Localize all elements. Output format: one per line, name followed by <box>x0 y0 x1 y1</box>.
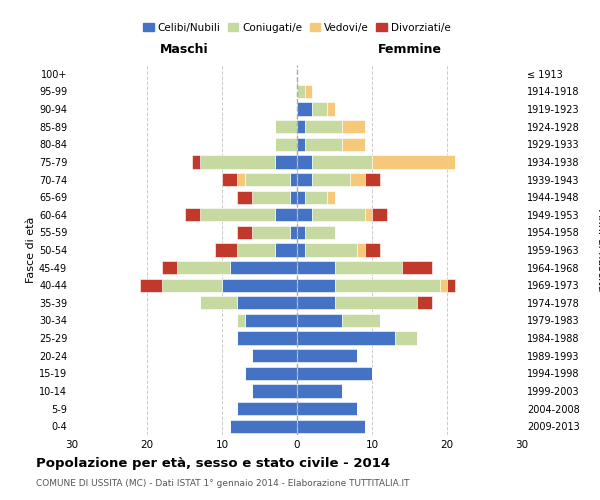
Bar <box>357 244 365 256</box>
Bar <box>139 278 162 292</box>
Bar <box>297 261 335 274</box>
Bar <box>342 138 365 151</box>
Bar <box>222 278 297 292</box>
Bar <box>297 208 312 222</box>
Bar <box>372 156 455 168</box>
Bar <box>237 226 252 239</box>
Bar <box>237 296 297 310</box>
Bar <box>297 349 357 362</box>
Bar <box>237 244 275 256</box>
Bar <box>365 173 380 186</box>
Bar <box>252 384 297 398</box>
Bar <box>417 296 432 310</box>
Bar <box>252 226 290 239</box>
Text: Maschi: Maschi <box>160 43 209 56</box>
Bar <box>245 366 297 380</box>
Bar <box>335 296 417 310</box>
Bar <box>199 208 275 222</box>
Bar <box>275 138 297 151</box>
Bar <box>327 102 335 116</box>
Bar <box>297 278 335 292</box>
Bar <box>312 156 372 168</box>
Bar <box>335 278 439 292</box>
Bar <box>297 120 305 134</box>
Bar <box>297 138 305 151</box>
Bar <box>290 226 297 239</box>
Bar <box>297 420 365 433</box>
Bar <box>297 226 305 239</box>
Bar <box>229 261 297 274</box>
Bar <box>162 261 177 274</box>
Bar <box>215 244 237 256</box>
Bar <box>297 156 312 168</box>
Bar <box>439 278 447 292</box>
Bar <box>185 208 199 222</box>
Bar <box>305 190 327 204</box>
Text: COMUNE DI USSITA (MC) - Dati ISTAT 1° gennaio 2014 - Elaborazione TUTTITALIA.IT: COMUNE DI USSITA (MC) - Dati ISTAT 1° ge… <box>36 479 409 488</box>
Bar <box>297 244 305 256</box>
Bar <box>237 402 297 415</box>
Bar <box>312 173 349 186</box>
Bar <box>297 296 335 310</box>
Bar <box>297 173 312 186</box>
Bar <box>305 120 342 134</box>
Bar <box>372 208 387 222</box>
Bar <box>297 314 342 327</box>
Bar <box>229 420 297 433</box>
Bar <box>252 349 297 362</box>
Bar <box>245 314 297 327</box>
Bar <box>275 120 297 134</box>
Bar <box>297 85 305 98</box>
Bar <box>297 402 357 415</box>
Bar <box>275 208 297 222</box>
Bar <box>275 156 297 168</box>
Bar <box>297 332 395 344</box>
Bar <box>335 261 402 274</box>
Bar <box>252 190 290 204</box>
Bar <box>199 156 275 168</box>
Bar <box>297 190 305 204</box>
Bar <box>297 384 342 398</box>
Bar <box>447 278 455 292</box>
Bar <box>275 244 297 256</box>
Text: Femmine: Femmine <box>377 43 442 56</box>
Bar <box>312 102 327 116</box>
Bar <box>237 332 297 344</box>
Bar <box>342 120 365 134</box>
Bar <box>365 244 380 256</box>
Bar <box>192 156 199 168</box>
Bar <box>327 190 335 204</box>
Bar <box>237 314 245 327</box>
Bar <box>237 173 245 186</box>
Bar <box>290 190 297 204</box>
Bar <box>349 173 365 186</box>
Bar <box>305 138 342 151</box>
Bar <box>402 261 432 274</box>
Bar <box>312 208 365 222</box>
Bar <box>342 314 380 327</box>
Bar <box>297 102 312 116</box>
Y-axis label: Fasce di età: Fasce di età <box>26 217 36 283</box>
Legend: Celibi/Nubili, Coniugati/e, Vedovi/e, Divorziati/e: Celibi/Nubili, Coniugati/e, Vedovi/e, Di… <box>139 18 455 36</box>
Bar <box>365 208 372 222</box>
Bar <box>177 261 229 274</box>
Bar <box>199 296 237 310</box>
Bar <box>305 244 357 256</box>
Text: Popolazione per età, sesso e stato civile - 2014: Popolazione per età, sesso e stato civil… <box>36 458 390 470</box>
Bar <box>222 173 237 186</box>
Bar <box>305 226 335 239</box>
Bar <box>237 190 252 204</box>
Y-axis label: Anni di nascita: Anni di nascita <box>596 209 600 291</box>
Bar <box>245 173 290 186</box>
Bar <box>305 85 312 98</box>
Bar <box>395 332 417 344</box>
Bar <box>162 278 222 292</box>
Bar <box>290 173 297 186</box>
Bar <box>297 366 372 380</box>
